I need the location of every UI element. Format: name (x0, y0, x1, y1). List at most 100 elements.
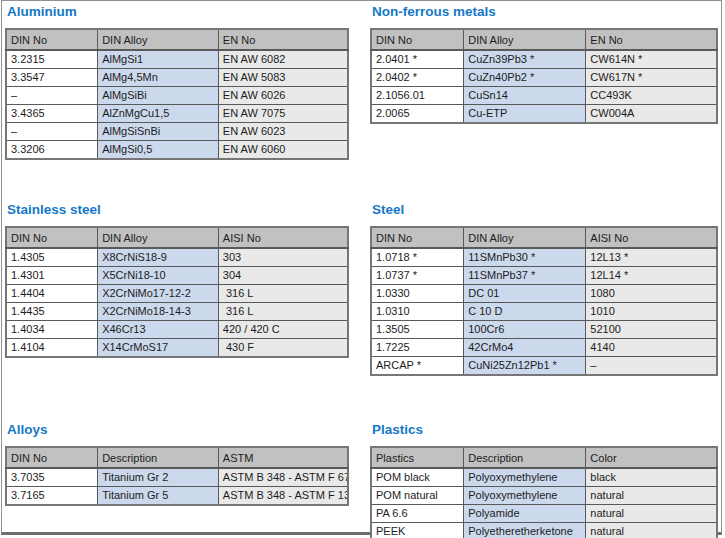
table-cell: AlMgSiSnBi (98, 123, 219, 141)
table-cell: 1.4305 (6, 248, 98, 267)
table-row: 1.3505100Cr652100 (371, 321, 717, 339)
material-table: DIN NoDIN AlloyAISI No 1.0718 *11SMnPb30… (370, 226, 718, 376)
column-header-en-no: EN No (586, 29, 717, 50)
table-cell: 1.7225 (371, 339, 464, 357)
column-header-astm: ASTM (218, 447, 348, 468)
table-row: –AlMgSiSnBiEN AW 6023 (6, 123, 348, 141)
column-header-aisi-no: AISI No (586, 227, 717, 248)
column-header-description: Description (98, 447, 219, 468)
table-header-row: DIN NoDIN AlloyEN No (6, 29, 348, 50)
column-header-color: Color (586, 447, 717, 468)
table-cell: CuSn14 (464, 87, 586, 105)
column-header-din-no: DIN No (371, 227, 464, 248)
table-cell: natural (586, 505, 717, 523)
table-cell: EN AW 5083 (218, 69, 348, 87)
table-header-row: PlasticsDescriptionColor (371, 447, 717, 468)
table-cell: POM black (371, 468, 464, 487)
table-cell: 1.4404 (6, 285, 98, 303)
material-table: PlasticsDescriptionColor POM blackPolyox… (370, 446, 718, 538)
table-row: 1.0737 *11SMnPb37 *12L14 * (371, 267, 717, 285)
table-row: 1.0330DC 011080 (371, 285, 717, 303)
table-cell: 420 / 420 C (218, 321, 348, 339)
column-header-description: Description (464, 447, 586, 468)
table-cell: – (6, 87, 98, 105)
table-cell: 1.0310 (371, 303, 464, 321)
table-cell: 52100 (586, 321, 717, 339)
table-cell: 303 (218, 248, 348, 267)
table-cell: CuZn39Pb3 * (464, 50, 586, 69)
table-cell: AlMgSiBi (98, 87, 219, 105)
table-cell: 1.4104 (6, 339, 98, 358)
column-header-aisi-no: AISI No (218, 227, 348, 248)
table-cell: ASTM B 348 - ASTM F 67 (218, 468, 348, 487)
table-cell: X14CrMoS17 (98, 339, 219, 358)
section-title: Non-ferrous metals (372, 4, 718, 20)
table-header-row: DIN NoDIN AlloyAISI No (6, 227, 348, 248)
table-row: 1.4301X5CrNi18-10304 (6, 267, 348, 285)
column-header-din-alloy: DIN Alloy (464, 29, 586, 50)
table-cell: 42CrMo4 (464, 339, 586, 357)
table-cell: 2.1056.01 (371, 87, 464, 105)
table-row: POM naturalPolyoxymethylenenatural (371, 487, 717, 505)
table-cell: C 10 D (464, 303, 586, 321)
table-cell: CW617N * (586, 69, 717, 87)
table-row: PEEKPolyetheretherketonenatural (371, 523, 717, 538)
table-row: 3.4365AlZnMgCu1,5EN AW 7075 (6, 105, 348, 123)
table-cell: CC493K (586, 87, 717, 105)
table-cell: natural (586, 523, 717, 538)
table-cell: 1.0330 (371, 285, 464, 303)
table-cell: EN AW 6060 (218, 141, 348, 160)
table-row: 3.3547AlMg4,5MnEN AW 5083 (6, 69, 348, 87)
table-cell: – (6, 123, 98, 141)
column-header-plastics: Plastics (371, 447, 464, 468)
column-header-en-no: EN No (218, 29, 348, 50)
table-cell: 316 L (218, 303, 348, 321)
material-section-non-ferrous-metals: Non-ferrous metals DIN NoDIN AlloyEN No … (370, 4, 718, 124)
table-cell: X46Cr13 (98, 321, 219, 339)
table-cell: 316 L (218, 285, 348, 303)
table-cell: 4140 (586, 339, 717, 357)
table-cell: 3.2315 (6, 50, 98, 69)
table-cell: X2CrNiMo17-12-2 (98, 285, 219, 303)
material-section-plastics: Plastics PlasticsDescriptionColor POM bl… (370, 422, 718, 538)
material-section-alloys: Alloys DIN NoDescriptionASTM 3.7035Titan… (5, 422, 349, 506)
table-cell: ASTM B 348 - ASTM F 136 (218, 487, 348, 506)
table-cell: X5CrNi18-10 (98, 267, 219, 285)
table-cell: 11SMnPb37 * (464, 267, 586, 285)
table-cell: CW614N * (586, 50, 717, 69)
table-cell: AlZnMgCu1,5 (98, 105, 219, 123)
table-row: 1.0718 *11SMnPb30 *12L13 * (371, 248, 717, 267)
table-cell: Polyamide (464, 505, 586, 523)
table-cell: PA 6.6 (371, 505, 464, 523)
column-header-din-alloy: DIN Alloy (464, 227, 586, 248)
table-cell: 304 (218, 267, 348, 285)
table-cell: Polyetheretherketone (464, 523, 586, 538)
table-cell: 1080 (586, 285, 717, 303)
material-table: DIN NoDIN AlloyAISI No 1.4305X8CrNiS18-9… (5, 226, 349, 358)
table-cell: Polyoxymethylene (464, 487, 586, 505)
table-cell: Titanium Gr 2 (98, 468, 219, 487)
table-cell: natural (586, 487, 717, 505)
table-cell: 12L13 * (586, 248, 717, 267)
table-cell: 1.4435 (6, 303, 98, 321)
table-cell: AlMgSi0,5 (98, 141, 219, 160)
table-cell: X2CrNiMo18-14-3 (98, 303, 219, 321)
table-cell: 3.3206 (6, 141, 98, 160)
table-row: 2.0402 *CuZn40Pb2 *CW617N * (371, 69, 717, 87)
table-cell: 3.7165 (6, 487, 98, 506)
section-title: Steel (372, 202, 718, 218)
section-title: Stainless steel (7, 202, 349, 218)
table-row: 1.0310C 10 D1010 (371, 303, 717, 321)
table-cell: EN AW 6023 (218, 123, 348, 141)
table-row: 1.722542CrMo44140 (371, 339, 717, 357)
column-header-din-alloy: DIN Alloy (98, 29, 219, 50)
table-row: POM blackPolyoxymethyleneblack (371, 468, 717, 487)
table-row: 3.2315AlMgSi1EN AW 6082 (6, 50, 348, 69)
table-cell: 1.4034 (6, 321, 98, 339)
table-row: PA 6.6Polyamidenatural (371, 505, 717, 523)
table-cell: 1010 (586, 303, 717, 321)
table-cell: X8CrNiS18-9 (98, 248, 219, 267)
material-section-stainless-steel: Stainless steel DIN NoDIN AlloyAISI No 1… (5, 202, 349, 358)
table-cell: CW004A (586, 105, 717, 124)
table-cell: CuNi25Zn12Pb1 * (464, 357, 586, 376)
